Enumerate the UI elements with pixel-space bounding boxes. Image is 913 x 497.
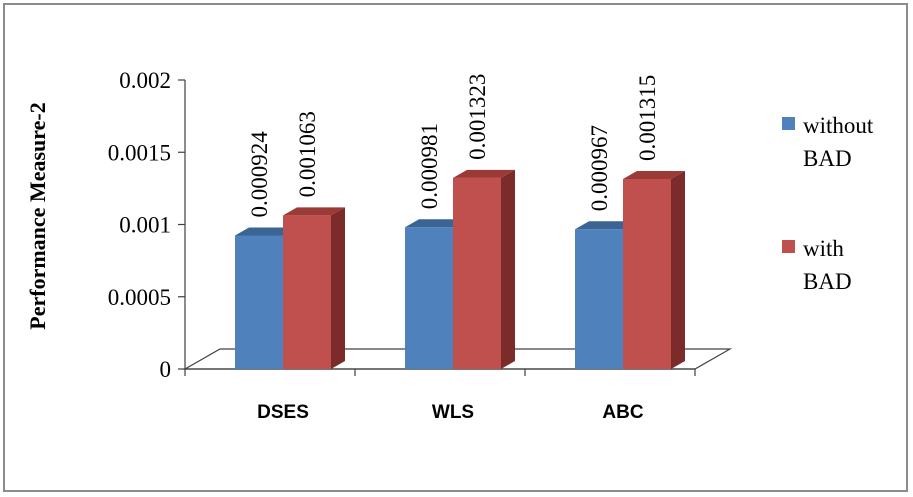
data-label: 0.000981 [417, 123, 442, 209]
bar-wls-with-bad [453, 177, 501, 369]
bar-abc-without-bad-top [575, 221, 637, 230]
legend-label: with [803, 236, 844, 261]
bar-abc-with-bad-top [623, 170, 685, 179]
data-label: 0.001315 [635, 75, 660, 161]
x-tick-label: DSES [257, 402, 309, 423]
chart-axes: 0 0.0005 0.001 0.0015 0.002 DSES WLS ABC [108, 68, 696, 423]
x-tick-label: ABC [602, 402, 643, 423]
chart-bars [235, 169, 685, 369]
y-tick-label: 0.0015 [108, 140, 171, 165]
y-axis-label: Performance Measure-2 [25, 102, 50, 329]
bar-wls-without-bad [405, 227, 453, 369]
bar-wls-with-bad-side [501, 169, 515, 369]
legend-swatch-without-bad [782, 117, 795, 130]
data-label: 0.000967 [587, 125, 612, 211]
bar-abc-without-bad [575, 229, 623, 369]
chart-data-labels: 0.000924 0.001063 0.000981 0.001323 0.000967… [247, 74, 660, 218]
bar-wls-without-bad-top [405, 219, 467, 228]
bar-dses-without-bad-top [235, 227, 297, 236]
bar-abc-with-bad [623, 178, 671, 369]
y-tick-label: 0 [160, 357, 172, 382]
x-tick-label: WLS [432, 402, 474, 423]
legend: without BAD with BAD [782, 113, 874, 294]
bar-dses-with-bad-side [331, 207, 345, 369]
y-tick-label: 0.002 [119, 68, 171, 93]
legend-label: BAD [803, 146, 852, 171]
bar-wls-with-bad-top [453, 169, 515, 178]
bar-dses-without-bad [235, 235, 283, 369]
y-tick-label: 0.001 [119, 213, 171, 238]
bar-dses-with-bad [283, 215, 331, 369]
bar-dses-with-bad-top [283, 207, 345, 216]
legend-label: BAD [803, 269, 852, 294]
data-label: 0.001323 [465, 74, 490, 160]
legend-label: without [803, 113, 874, 138]
data-label: 0.001063 [295, 111, 320, 197]
data-label: 0.000924 [247, 131, 272, 218]
bar-abc-with-bad-side [671, 170, 685, 369]
y-tick-label: 0.0005 [108, 285, 171, 310]
legend-swatch-with-bad [782, 240, 795, 253]
